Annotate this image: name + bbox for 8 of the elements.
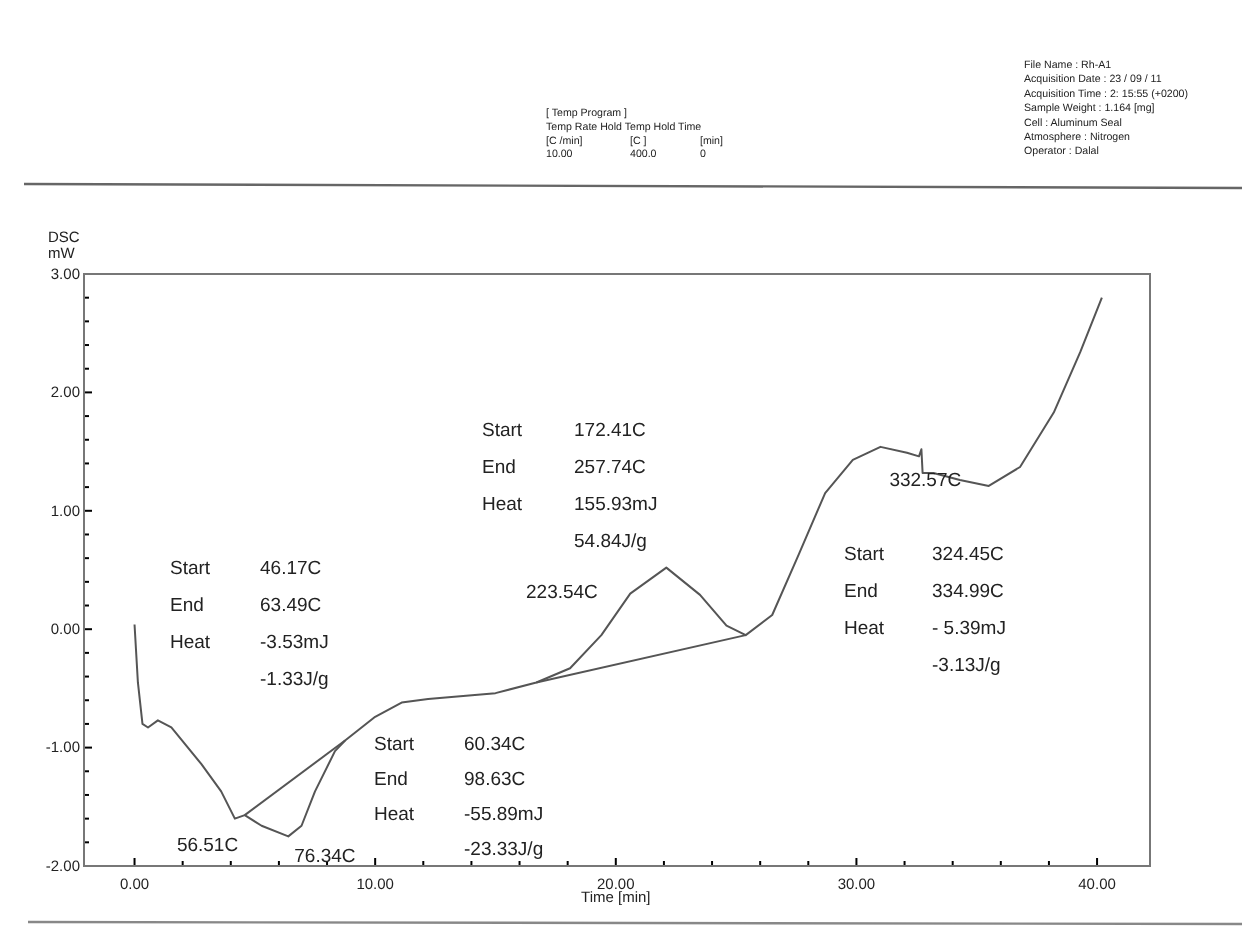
annotation: 76.34C [294,846,356,869]
text: Start 324.45C End 334.99C Heat - 5.39mJ -3.13J/g [844,544,1006,677]
text: Start 46.17C End 63.49C Heat -3.53mJ -1.33J/g [170,558,329,691]
text: Start 60.34C End 98.63C Heat -55.89mJ -23.33J/g [374,734,544,861]
annotation: 223.54C [526,582,599,604]
text: Start 172.41C End 257.74C Heat 155.93mJ 54.84J/g [482,420,658,553]
annotation: 332.57C [889,469,962,492]
annotation: 56.51C [176,834,239,857]
